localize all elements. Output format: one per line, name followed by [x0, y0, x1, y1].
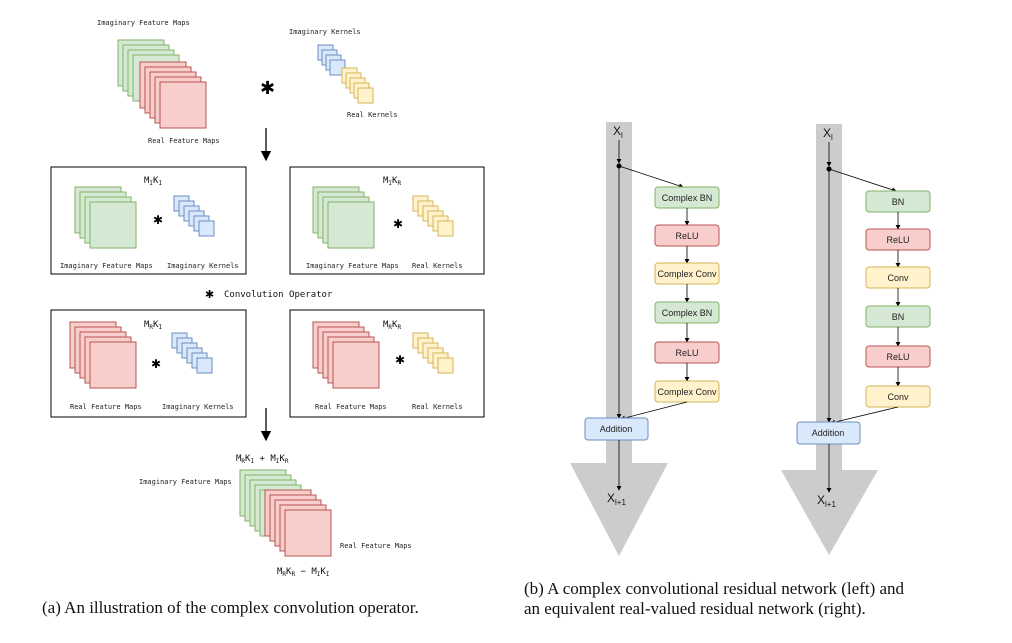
bottom-bottom-formula: MRKR − MIKI [277, 567, 330, 578]
caption-b-line2: an equivalent real-valued residual netwo… [524, 599, 866, 618]
box-mr-kr-left-label: Real Feature Maps [315, 403, 387, 411]
legend-convolution-operator: Convolution Operator [224, 290, 333, 300]
top-real-kernels-label: Real Kernels [347, 111, 398, 119]
box-mi-kr-left-label: Imaginary Feature Maps [306, 262, 399, 270]
real-input-label: Xl [823, 126, 833, 142]
complex-addition-node [584, 417, 649, 441]
box-mi-kr: MIKR ✱ Imaginary Feature Maps Real Kerne… [289, 166, 485, 275]
box-mr-kr-title: MRKR [383, 320, 401, 331]
top-convolution-operator-symbol: ✱ [260, 78, 275, 99]
box-mr-ki-left-label: Real Feature Maps [70, 403, 142, 411]
top-imaginary-kernels-label: Imaginary Kernels [289, 28, 361, 36]
svg-text:✱: ✱ [151, 357, 161, 371]
top-imaginary-kernels-stack [317, 44, 346, 76]
legend-operator-symbol: ✱ [205, 288, 214, 301]
box-mr-ki: MRKI ✱ Real Feature Maps Imaginary Kerne… [50, 309, 247, 418]
residual-networks-diagram: Xl Complex BN ReLU Complex Conv Complex … [570, 122, 931, 556]
top-real-feature-maps-stack [139, 61, 207, 129]
svg-text:✱: ✱ [153, 213, 163, 227]
bottom-real-feature-maps-label: Real Feature Maps [340, 542, 412, 550]
box-mi-kr-title: MIKR [383, 176, 401, 187]
real-relu-node-1-label: ReLU [886, 235, 909, 245]
real-relu-node-2-label: ReLU [886, 352, 909, 362]
complex-addition-label: Addition [600, 424, 633, 434]
real-addition-label: Addition [812, 428, 845, 438]
box-mi-kr-right-label: Real Kernels [412, 262, 463, 270]
real-addition-node [796, 421, 861, 445]
box-mr-kr: MRKR ✱ Real Feature Maps Real Kernels [289, 309, 485, 418]
real-bn-node-2-label: BN [892, 312, 905, 322]
complex-convolution-diagram: Imaginary Feature Maps Real Feature Maps… [50, 19, 485, 578]
real-conv-node-2-label: Conv [887, 392, 909, 402]
box-mi-ki-title: MIKI [144, 176, 162, 187]
real-residual-network: Xl BN ReLU Conv BN ReLU Conv Add [781, 124, 931, 555]
top-real-feature-maps-label: Real Feature Maps [148, 137, 220, 145]
svg-text:✱: ✱ [395, 353, 405, 367]
complex-relu-node-1-label: ReLU [675, 231, 698, 241]
box-mi-ki-left-label: Imaginary Feature Maps [60, 262, 153, 270]
complex-residual-network: Xl Complex BN ReLU Complex Conv Complex … [570, 122, 720, 556]
complex-relu-node-2-label: ReLU [675, 348, 698, 358]
real-gray-arrow [781, 124, 878, 555]
top-real-kernels-stack [341, 67, 374, 104]
box-mr-kr-right-label: Real Kernels [412, 403, 463, 411]
bottom-imaginary-feature-maps-label: Imaginary Feature Maps [139, 478, 232, 486]
box-mr-ki-title: MRKI [144, 320, 162, 331]
box-mi-ki: MIKI ✱ Imaginary Feature Maps Imaginary … [50, 166, 247, 275]
box-mr-ki-right-label: Imaginary Kernels [162, 403, 234, 411]
box-mi-ki-right-label: Imaginary Kernels [167, 262, 239, 270]
caption-a: (a) An illustration of the complex convo… [42, 598, 419, 617]
svg-text:✱: ✱ [393, 217, 403, 231]
top-imaginary-feature-maps-label: Imaginary Feature Maps [97, 19, 190, 27]
complex-bn-node-1-label: Complex BN [662, 193, 713, 203]
real-conv-node-1-label: Conv [887, 273, 909, 283]
bottom-top-formula: MRKI + MIKR [236, 454, 289, 465]
complex-conv-node-1-label: Complex Conv [657, 269, 717, 279]
complex-bn-node-2-label: Complex BN [662, 308, 713, 318]
bottom-real-feature-maps-stack [264, 489, 332, 557]
complex-input-label: Xl [613, 124, 623, 140]
real-bn-node-1-label: BN [892, 197, 905, 207]
complex-conv-node-2-label: Complex Conv [657, 387, 717, 397]
caption-b-line1: (b) A complex convolutional residual net… [524, 579, 905, 598]
